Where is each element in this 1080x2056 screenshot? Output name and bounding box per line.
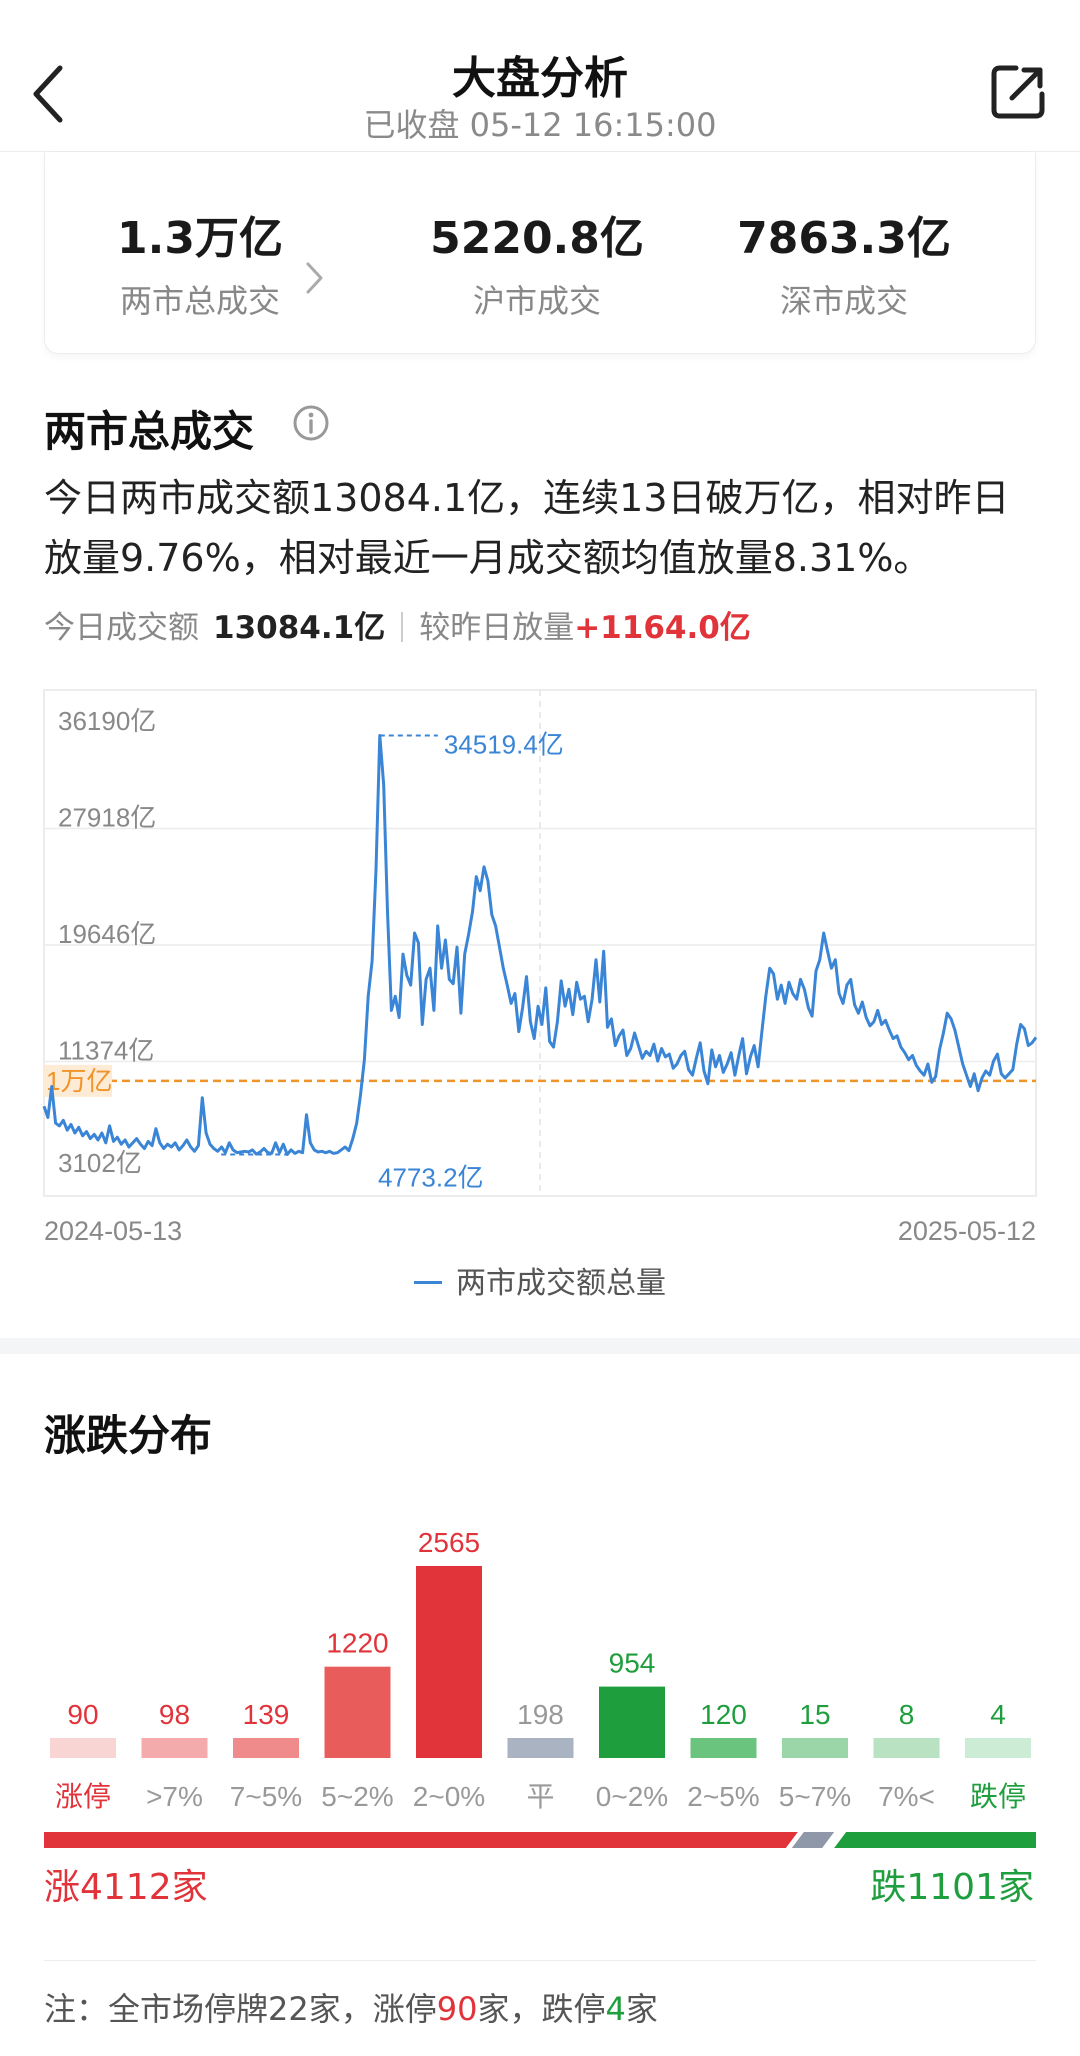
turnover-line-chart: 36190亿 27918亿 19646亿 11374亿 3102亿 1万亿 34519.4亿… (42, 689, 1038, 1246)
bar-value-label: 90 (67, 1699, 98, 1730)
chevron-left-icon (33, 65, 63, 123)
flat-ratio-segment (791, 1832, 835, 1848)
shanghai-volume-item: 5220.8亿 沪市成交 (382, 202, 692, 322)
y-tick-label: 27918亿 (58, 803, 156, 833)
bar-category-label: 5~2% (321, 1781, 393, 1812)
bar-category-label: 5~7% (779, 1781, 851, 1812)
distribution-bar-chart: 90 涨停 98 >7% 139 7~5% 1220 5~2% 2565 2~0% 198 平 954 0… (50, 1527, 1031, 1812)
info-icon[interactable] (292, 404, 330, 442)
change-label: 较昨日放量 (419, 610, 575, 646)
shenzhen-volume-item: 7863.3亿 深市成交 (689, 202, 999, 322)
bar-8 (782, 1738, 848, 1758)
page-title: 大盘分析 (452, 53, 628, 104)
share-external-icon (991, 65, 1045, 119)
bar-category-label: 涨停 (55, 1781, 111, 1812)
turnover-description: 今日两市成交额13084.1亿，连续13日破万亿，相对昨日放量9.76%，相对最… (44, 476, 1010, 580)
bar-category-label: 0~2% (596, 1781, 668, 1812)
total-volume-value: 1.3万亿 (117, 213, 283, 264)
bar-value-label: 4 (990, 1699, 1006, 1730)
series-line (42, 734, 1038, 1156)
shanghai-volume-value: 5220.8亿 (430, 213, 644, 264)
bar-value-label: 954 (609, 1648, 656, 1679)
bar-value-label: 15 (799, 1699, 830, 1730)
bar-9 (873, 1738, 940, 1758)
section-divider (0, 1338, 1080, 1354)
fall-ratio-segment (834, 1832, 1036, 1848)
reference-label-bg (44, 1064, 112, 1097)
shenzhen-volume-value: 7863.3亿 (737, 213, 951, 264)
bar-category-label: 7%< (878, 1781, 935, 1812)
bar-5 (507, 1738, 574, 1758)
change-value: +1164.0亿 (574, 610, 751, 646)
total-volume-label: 两市总成交 (119, 282, 280, 320)
bar-value-label: 139 (243, 1699, 290, 1730)
distribution-section-title: 涨跌分布 (44, 1411, 213, 1460)
chevron-right-icon (306, 262, 323, 294)
bar-category-label: >7% (146, 1781, 203, 1812)
bar-6 (599, 1686, 665, 1758)
note-limit-up-count: 90 (436, 1990, 478, 2028)
bar-2 (233, 1738, 299, 1758)
reference-label: 1万亿 (46, 1066, 112, 1096)
market-status: 已收盘 05-12 16:15:00 (363, 106, 717, 144)
bar-category-label: 跌停 (970, 1781, 1026, 1812)
divider (401, 612, 404, 642)
max-annotation: 34519.4亿 (444, 730, 564, 760)
back-button[interactable] (22, 60, 78, 130)
y-tick-label: 36190亿 (58, 706, 156, 736)
min-annotation: 4773.2亿 (378, 1162, 484, 1192)
bar-0 (50, 1738, 116, 1758)
legend-line-marker (414, 1281, 442, 1284)
distribution-chart: 90 涨停 98 >7% 139 7~5% 1220 5~2% 2565 2~0% 198 平 954 0… (0, 1500, 1080, 1830)
bar-value-label: 120 (700, 1699, 747, 1730)
bar-value-label: 98 (159, 1699, 190, 1730)
bar-1 (141, 1738, 208, 1758)
note-suffix: 家 (625, 1990, 658, 2028)
bar-value-label: 198 (517, 1699, 564, 1730)
note-divider (44, 1960, 1036, 1961)
share-button[interactable] (986, 60, 1050, 124)
shanghai-volume-label: 沪市成交 (472, 282, 601, 320)
bar-value-label: 1220 (326, 1628, 388, 1659)
bar-10 (965, 1738, 1031, 1758)
volume-summary-card: 1.3万亿 两市总成交 5220.8亿 沪市成交 7863.3亿 深市成交 (44, 152, 1036, 354)
note-limit-down-count: 4 (605, 1990, 626, 2028)
total-volume-item[interactable]: 1.3万亿 两市总成交 (45, 202, 355, 322)
bar-category-label: 2~0% (413, 1781, 485, 1812)
bar-value-label: 8 (899, 1699, 915, 1730)
rise-total: 涨4112家 (44, 1867, 208, 1908)
today-volume-row: 今日成交额 13084.1亿 较昨日放量+1164.0亿 (44, 602, 751, 647)
chart-legend: 两市成交额总量 (0, 1258, 1080, 1302)
note-mid: 家，跌停 (477, 1990, 606, 2028)
bar-value-label: 2565 (418, 1527, 480, 1558)
y-tick-label: 11374亿 (58, 1036, 154, 1066)
bar-3 (324, 1666, 391, 1758)
x-end-label: 2025-05-12 (898, 1216, 1036, 1246)
bar-category-label: 7~5% (230, 1781, 302, 1812)
turnover-chart[interactable]: 36190亿 27918亿 19646亿 11374亿 3102亿 1万亿 34519.4亿… (0, 680, 1080, 1320)
footnote: 注：全市场停牌22家，涨停90家，跌停4家 (44, 1984, 658, 2030)
note-prefix: 注：全市场停牌22家，涨停 (44, 1990, 437, 2028)
y-tick-label: 3102亿 (58, 1148, 142, 1178)
today-volume-value: 13084.1亿 (213, 610, 386, 646)
rise-ratio-segment (44, 1832, 798, 1848)
x-start-label: 2024-05-13 (44, 1216, 182, 1246)
bar-category-label: 平 (526, 1781, 554, 1812)
shenzhen-volume-label: 深市成交 (779, 282, 908, 320)
legend-label: 两市成交额总量 (456, 1266, 666, 1301)
today-volume-label: 今日成交额 (44, 610, 199, 646)
bar-category-label: 2~5% (687, 1781, 759, 1812)
y-tick-label: 19646亿 (58, 919, 156, 949)
top-bar: 大盘分析 已收盘 05-12 16:15:00 (0, 0, 1080, 152)
rise-fall-ratio-bar (44, 1832, 1036, 1848)
fall-total: 跌1101家 (870, 1867, 1034, 1908)
bar-7 (690, 1738, 757, 1758)
turnover-section-title: 两市总成交 (44, 407, 255, 456)
bar-4 (416, 1566, 482, 1758)
